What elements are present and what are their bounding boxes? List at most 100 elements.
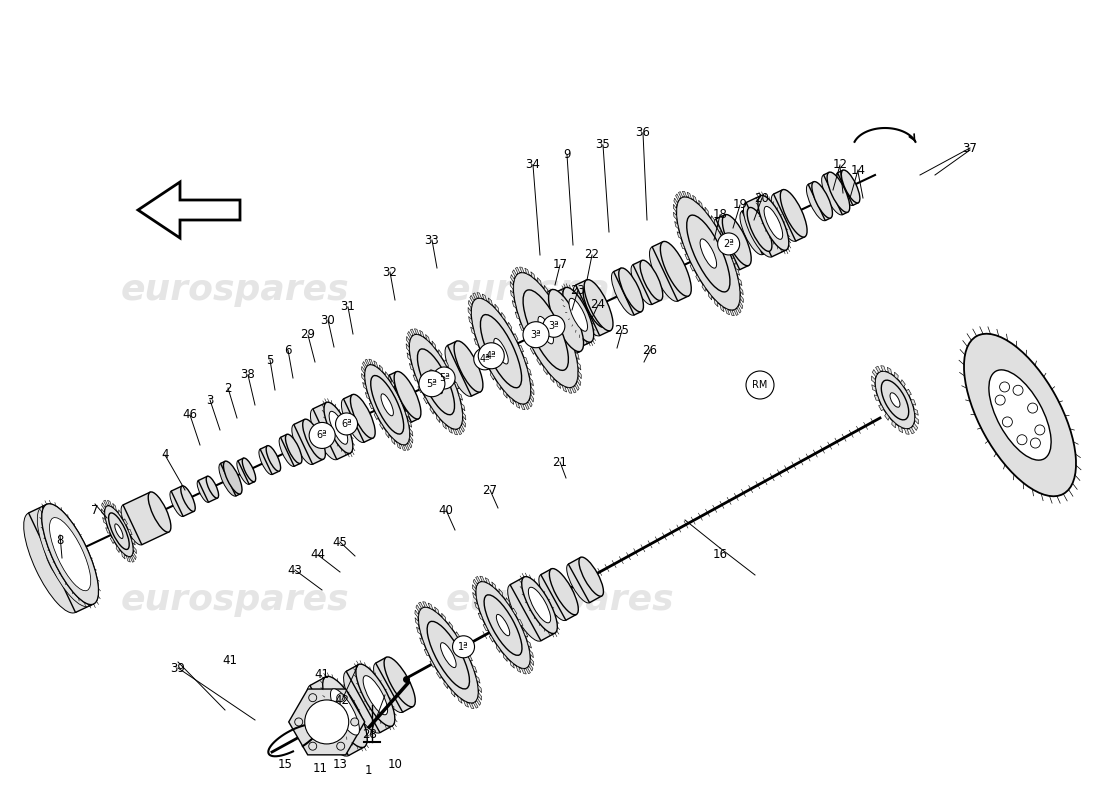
- Polygon shape: [698, 200, 702, 208]
- Ellipse shape: [538, 316, 553, 344]
- Polygon shape: [461, 403, 465, 411]
- Ellipse shape: [258, 449, 274, 474]
- Ellipse shape: [286, 434, 301, 463]
- Polygon shape: [310, 677, 364, 756]
- Polygon shape: [430, 661, 434, 667]
- Polygon shape: [405, 444, 409, 450]
- Polygon shape: [471, 327, 475, 334]
- Polygon shape: [443, 681, 448, 689]
- Polygon shape: [402, 401, 405, 406]
- Text: eurospares: eurospares: [121, 583, 350, 617]
- Circle shape: [1031, 438, 1041, 448]
- Polygon shape: [418, 386, 422, 393]
- Polygon shape: [480, 576, 485, 582]
- Ellipse shape: [780, 190, 807, 237]
- Polygon shape: [674, 198, 678, 206]
- Polygon shape: [773, 190, 805, 241]
- Polygon shape: [502, 312, 505, 320]
- Polygon shape: [392, 380, 395, 387]
- Polygon shape: [450, 371, 454, 378]
- Ellipse shape: [528, 587, 551, 623]
- Polygon shape: [102, 518, 107, 524]
- Text: 5: 5: [266, 354, 274, 366]
- Polygon shape: [475, 577, 481, 582]
- Polygon shape: [261, 446, 279, 474]
- Circle shape: [543, 315, 565, 338]
- Ellipse shape: [579, 557, 604, 596]
- Polygon shape: [131, 538, 135, 545]
- Text: 20: 20: [755, 191, 769, 205]
- Ellipse shape: [494, 338, 508, 364]
- Polygon shape: [470, 295, 474, 302]
- Polygon shape: [428, 603, 433, 610]
- Ellipse shape: [364, 365, 410, 445]
- Polygon shape: [527, 368, 531, 375]
- Circle shape: [1018, 434, 1027, 445]
- Polygon shape: [482, 294, 486, 301]
- Polygon shape: [416, 605, 420, 612]
- Polygon shape: [569, 558, 602, 602]
- Polygon shape: [525, 336, 529, 342]
- Text: 3ª: 3ª: [549, 322, 559, 331]
- Polygon shape: [529, 650, 534, 658]
- Polygon shape: [473, 579, 477, 586]
- Polygon shape: [696, 274, 700, 282]
- Text: 43: 43: [287, 563, 303, 577]
- Ellipse shape: [429, 370, 442, 394]
- Polygon shape: [568, 330, 572, 336]
- Polygon shape: [408, 420, 411, 427]
- Circle shape: [746, 371, 774, 399]
- Circle shape: [311, 707, 342, 737]
- Polygon shape: [901, 380, 905, 386]
- Ellipse shape: [612, 271, 636, 315]
- Polygon shape: [519, 346, 524, 352]
- Ellipse shape: [292, 424, 315, 465]
- Ellipse shape: [631, 265, 653, 305]
- Polygon shape: [738, 278, 742, 286]
- Polygon shape: [288, 689, 365, 755]
- Polygon shape: [362, 374, 365, 381]
- Polygon shape: [725, 308, 729, 314]
- Polygon shape: [458, 428, 462, 434]
- Polygon shape: [521, 668, 526, 674]
- Polygon shape: [652, 242, 689, 301]
- Polygon shape: [490, 635, 494, 642]
- Polygon shape: [568, 387, 572, 394]
- Polygon shape: [531, 387, 534, 395]
- Polygon shape: [516, 267, 520, 274]
- Polygon shape: [472, 666, 477, 673]
- Ellipse shape: [686, 215, 730, 292]
- Polygon shape: [739, 302, 742, 309]
- Ellipse shape: [640, 260, 663, 301]
- Polygon shape: [365, 359, 370, 366]
- Ellipse shape: [484, 595, 522, 655]
- Polygon shape: [406, 344, 409, 351]
- Polygon shape: [575, 383, 579, 390]
- Polygon shape: [551, 295, 554, 303]
- Polygon shape: [712, 215, 715, 223]
- Polygon shape: [430, 406, 433, 414]
- Polygon shape: [723, 236, 727, 242]
- Polygon shape: [406, 336, 409, 344]
- Polygon shape: [417, 627, 421, 634]
- Ellipse shape: [541, 293, 576, 355]
- Text: 11: 11: [312, 762, 328, 774]
- Polygon shape: [824, 172, 848, 214]
- Polygon shape: [884, 414, 889, 420]
- Polygon shape: [198, 476, 218, 502]
- Polygon shape: [362, 366, 365, 374]
- Polygon shape: [576, 287, 604, 331]
- Polygon shape: [876, 366, 881, 373]
- Polygon shape: [442, 422, 447, 429]
- Text: 6ª: 6ª: [341, 419, 352, 429]
- Polygon shape: [530, 658, 533, 666]
- Polygon shape: [531, 272, 535, 279]
- Polygon shape: [894, 372, 899, 379]
- Polygon shape: [110, 538, 114, 544]
- Ellipse shape: [806, 184, 827, 221]
- Text: 2: 2: [224, 382, 232, 394]
- Polygon shape: [462, 643, 466, 650]
- Polygon shape: [478, 350, 483, 357]
- Ellipse shape: [236, 461, 251, 484]
- Ellipse shape: [574, 291, 597, 331]
